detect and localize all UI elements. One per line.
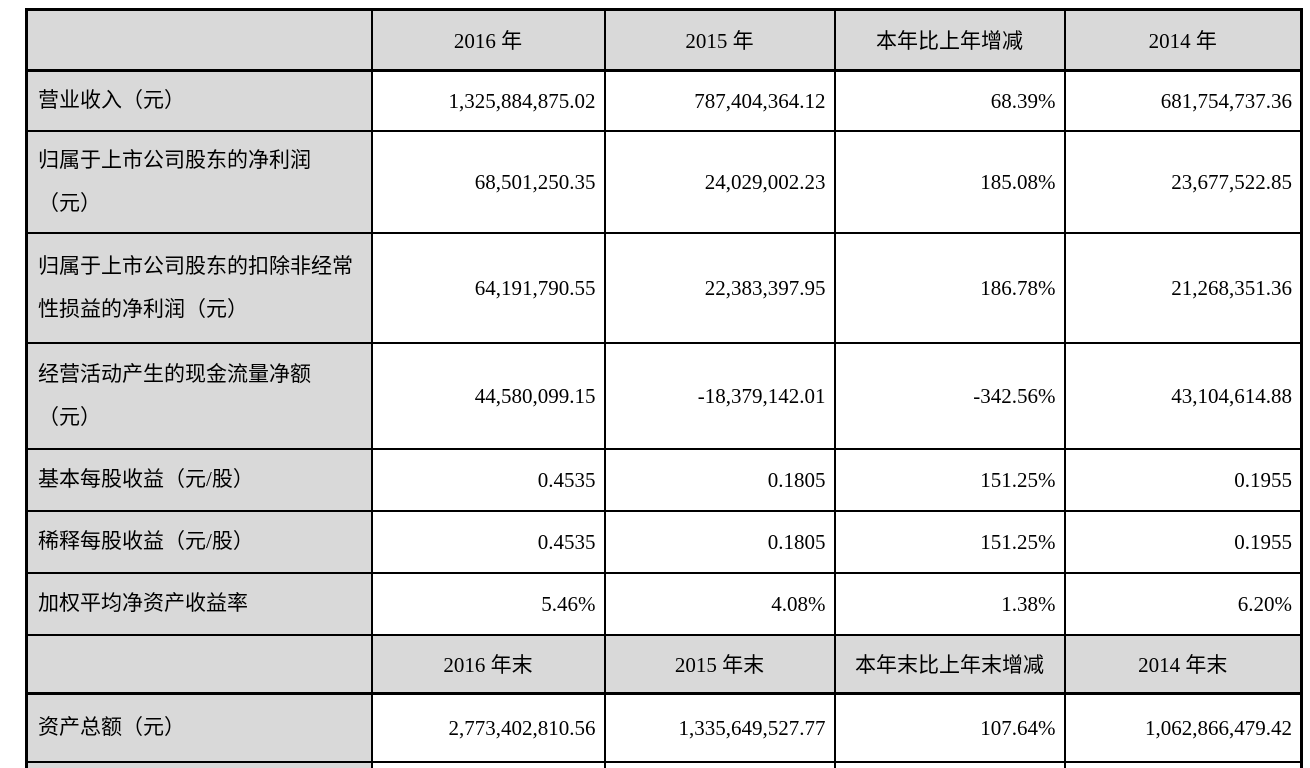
table-row-net-assets: 归属于上市公司股东的净资产（元） 1,612,146,087.48 593,74…: [25, 761, 1303, 768]
value-2014: 681,754,737.36: [1063, 69, 1303, 132]
table-row-net-profit: 归属于上市公司股东的净利润（元） 68,501,250.35 24,029,00…: [25, 130, 1303, 234]
table-row-operating-cashflow: 经营活动产生的现金流量净额（元） 44,580,099.15 -18,379,1…: [25, 342, 1303, 450]
value-2015: 0.1805: [603, 448, 836, 512]
value-2016: 0.4535: [370, 448, 606, 512]
value-change: 186.78%: [833, 232, 1066, 344]
table-row-basic-eps: 基本每股收益（元/股） 0.4535 0.1805 151.25% 0.1955: [25, 448, 1303, 512]
value-2014: 1,062,866,479.42: [1063, 692, 1303, 763]
value-2015: 787,404,364.12: [603, 69, 836, 132]
yearend-header-row: 2016 年末 2015 年末 本年末比上年末增减 2014 年末: [25, 634, 1303, 695]
col-header-2016-end: 2016 年末: [370, 634, 606, 695]
row-header-label: 稀释每股收益（元/股）: [25, 510, 373, 574]
value-2016: 68,501,250.35: [370, 130, 606, 234]
value-2014: 43,104,614.88: [1063, 342, 1303, 450]
value-2015: 1,335,649,527.77: [603, 692, 836, 763]
table-row-diluted-eps: 稀释每股收益（元/股） 0.4535 0.1805 151.25% 0.1955: [25, 510, 1303, 574]
value-change: 68.39%: [833, 69, 1066, 132]
row-header-label: 归属于上市公司股东的净利润（元）: [25, 130, 373, 234]
table-row-revenue: 营业收入（元） 1,325,884,875.02 787,404,364.12 …: [25, 69, 1303, 132]
value-2014: 23,677,522.85: [1063, 130, 1303, 234]
value-2014: 0.1955: [1063, 448, 1303, 512]
col-header-2014-end: 2014 年末: [1063, 634, 1303, 695]
value-2015: 22,383,397.95: [603, 232, 836, 344]
col-header-change-end: 本年末比上年末增减: [833, 634, 1066, 695]
value-change: 1.38%: [833, 572, 1066, 636]
col-header-change: 本年比上年增减: [833, 8, 1066, 72]
table-row-weighted-roe: 加权平均净资产收益率 5.46% 4.08% 1.38% 6.20%: [25, 572, 1303, 636]
row-header-label: 加权平均净资产收益率: [25, 572, 373, 636]
value-2014: 21,268,351.36: [1063, 232, 1303, 344]
value-change: 151.25%: [833, 510, 1066, 574]
row-header-label: 资产总额（元）: [25, 692, 373, 763]
col-header-2015-end: 2015 年末: [603, 634, 836, 695]
value-2016: 1,325,884,875.02: [370, 69, 606, 132]
corner-cell: [25, 634, 373, 695]
value-2016: 44,580,099.15: [370, 342, 606, 450]
value-change: 171.52%: [833, 761, 1066, 768]
value-change: 185.08%: [833, 130, 1066, 234]
annual-header-row: 2016 年 2015 年 本年比上年增减 2014 年: [25, 8, 1303, 72]
row-header-label: 基本每股收益（元/股）: [25, 448, 373, 512]
value-change: 107.64%: [833, 692, 1066, 763]
value-2014: 583,620,449.78: [1063, 761, 1303, 768]
value-change: 151.25%: [833, 448, 1066, 512]
table-row-total-assets: 资产总额（元） 2,773,402,810.56 1,335,649,527.7…: [25, 692, 1303, 763]
value-2016: 1,612,146,087.48: [370, 761, 606, 768]
value-2014: 6.20%: [1063, 572, 1303, 636]
value-2016: 0.4535: [370, 510, 606, 574]
col-header-2015: 2015 年: [603, 8, 836, 72]
value-2014: 0.1955: [1063, 510, 1303, 574]
key-financials-table: 2016 年 2015 年 本年比上年增减 2014 年 营业收入（元） 1,3…: [25, 8, 1303, 768]
col-header-2016: 2016 年: [370, 8, 606, 72]
value-2016: 64,191,790.55: [370, 232, 606, 344]
row-header-label: 归属于上市公司股东的扣除非经常性损益的净利润（元）: [25, 232, 373, 344]
value-2016: 5.46%: [370, 572, 606, 636]
value-2015: 593,744,849.07: [603, 761, 836, 768]
row-header-label: 归属于上市公司股东的净资产（元）: [25, 761, 373, 768]
value-2015: 4.08%: [603, 572, 836, 636]
value-2016: 2,773,402,810.56: [370, 692, 606, 763]
corner-cell: [25, 8, 373, 72]
value-2015: 0.1805: [603, 510, 836, 574]
table-row-net-profit-deducted: 归属于上市公司股东的扣除非经常性损益的净利润（元） 64,191,790.55 …: [25, 232, 1303, 344]
value-2015: -18,379,142.01: [603, 342, 836, 450]
col-header-2014: 2014 年: [1063, 8, 1303, 72]
row-header-label: 营业收入（元）: [25, 69, 373, 132]
row-header-label: 经营活动产生的现金流量净额（元）: [25, 342, 373, 450]
value-change: -342.56%: [833, 342, 1066, 450]
value-2015: 24,029,002.23: [603, 130, 836, 234]
